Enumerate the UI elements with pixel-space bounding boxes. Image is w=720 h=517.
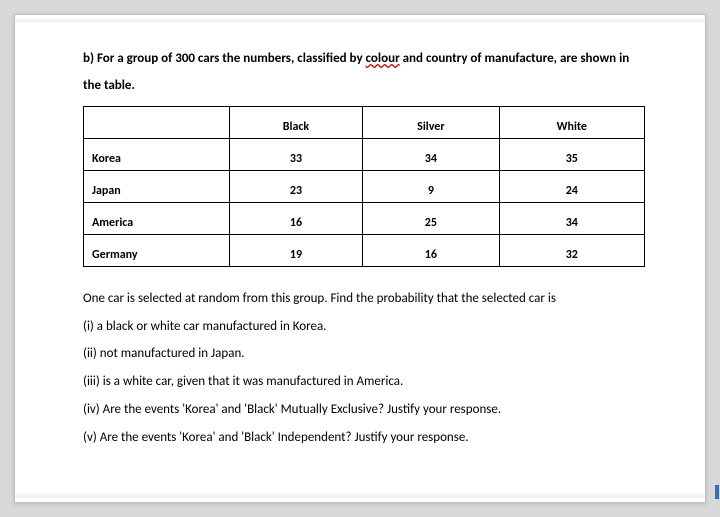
cell: 33 xyxy=(229,138,362,170)
table-row: Germany 19 16 32 xyxy=(84,234,645,266)
question-ii: (ii) not manufactured in Japan. xyxy=(83,340,645,368)
cell: 35 xyxy=(499,138,644,170)
question-iv: (iv) Are the events 'Korea' and 'Black' … xyxy=(83,396,645,424)
intro-prefix: b) For a group of 300 cars the numbers, … xyxy=(83,51,366,66)
document-page: b) For a group of 300 cars the numbers, … xyxy=(14,14,706,503)
cell: 19 xyxy=(229,234,362,266)
row-label: Germany xyxy=(84,234,230,266)
question-i: (i) a black or white car manufactured in… xyxy=(83,313,645,341)
question-v: (v) Are the events 'Korea' and 'Black' I… xyxy=(83,424,645,452)
row-label: Japan xyxy=(84,170,230,202)
table-header-silver: Silver xyxy=(363,106,500,138)
row-label: Korea xyxy=(84,138,230,170)
row-label: America xyxy=(84,202,230,234)
table-header-blank xyxy=(84,106,230,138)
cell: 16 xyxy=(363,234,500,266)
table-header-black: Black xyxy=(229,106,362,138)
table-row: Korea 33 34 35 xyxy=(84,138,645,170)
cell: 16 xyxy=(229,202,362,234)
questions-block: One car is selected at random from this … xyxy=(83,285,645,453)
cell: 34 xyxy=(499,202,644,234)
cell: 32 xyxy=(499,234,644,266)
intro-paragraph: b) For a group of 300 cars the numbers, … xyxy=(83,45,645,100)
table-row: Japan 23 9 24 xyxy=(84,170,645,202)
table-header-white: White xyxy=(499,106,644,138)
cell: 9 xyxy=(363,170,500,202)
cell: 23 xyxy=(229,170,362,202)
intro-wavy-word: colour xyxy=(366,51,400,66)
cell: 25 xyxy=(363,202,500,234)
table-row: America 16 25 34 xyxy=(84,202,645,234)
table-header-row: Black Silver White xyxy=(84,106,645,138)
cell: 24 xyxy=(499,170,644,202)
cell: 34 xyxy=(363,138,500,170)
question-iii: (iii) is a white car, given that it was … xyxy=(83,368,645,396)
data-table: Black Silver White Korea 33 34 35 Japan … xyxy=(83,106,645,267)
question-lead: One car is selected at random from this … xyxy=(83,285,645,313)
accent-marker xyxy=(715,485,719,499)
